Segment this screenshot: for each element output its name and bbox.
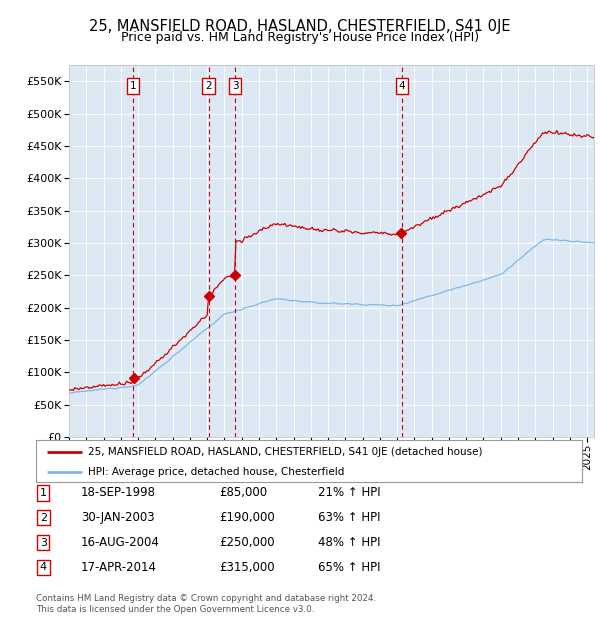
Text: 48% ↑ HPI: 48% ↑ HPI (318, 536, 380, 549)
Text: 1: 1 (130, 81, 137, 91)
Text: 63% ↑ HPI: 63% ↑ HPI (318, 512, 380, 524)
Text: £190,000: £190,000 (219, 512, 275, 524)
Text: 2: 2 (40, 513, 47, 523)
Text: £250,000: £250,000 (219, 536, 275, 549)
Text: 25, MANSFIELD ROAD, HASLAND, CHESTERFIELD, S41 0JE (detached house): 25, MANSFIELD ROAD, HASLAND, CHESTERFIEL… (88, 446, 482, 456)
Text: 18-SEP-1998: 18-SEP-1998 (81, 487, 156, 499)
Text: 21% ↑ HPI: 21% ↑ HPI (318, 487, 380, 499)
Text: £85,000: £85,000 (219, 487, 267, 499)
Text: 3: 3 (40, 538, 47, 547)
Text: 4: 4 (40, 562, 47, 572)
Text: 1: 1 (40, 488, 47, 498)
Text: Contains HM Land Registry data © Crown copyright and database right 2024.
This d: Contains HM Land Registry data © Crown c… (36, 595, 376, 614)
Text: 3: 3 (232, 81, 238, 91)
Text: 16-AUG-2004: 16-AUG-2004 (81, 536, 160, 549)
Text: 4: 4 (399, 81, 406, 91)
Text: 17-APR-2014: 17-APR-2014 (81, 561, 157, 574)
Text: HPI: Average price, detached house, Chesterfield: HPI: Average price, detached house, Ches… (88, 467, 344, 477)
Text: £315,000: £315,000 (219, 561, 275, 574)
Text: 30-JAN-2003: 30-JAN-2003 (81, 512, 155, 524)
Text: 25, MANSFIELD ROAD, HASLAND, CHESTERFIELD, S41 0JE: 25, MANSFIELD ROAD, HASLAND, CHESTERFIEL… (89, 19, 511, 33)
Text: 2: 2 (205, 81, 212, 91)
Text: Price paid vs. HM Land Registry's House Price Index (HPI): Price paid vs. HM Land Registry's House … (121, 31, 479, 44)
Text: 65% ↑ HPI: 65% ↑ HPI (318, 561, 380, 574)
